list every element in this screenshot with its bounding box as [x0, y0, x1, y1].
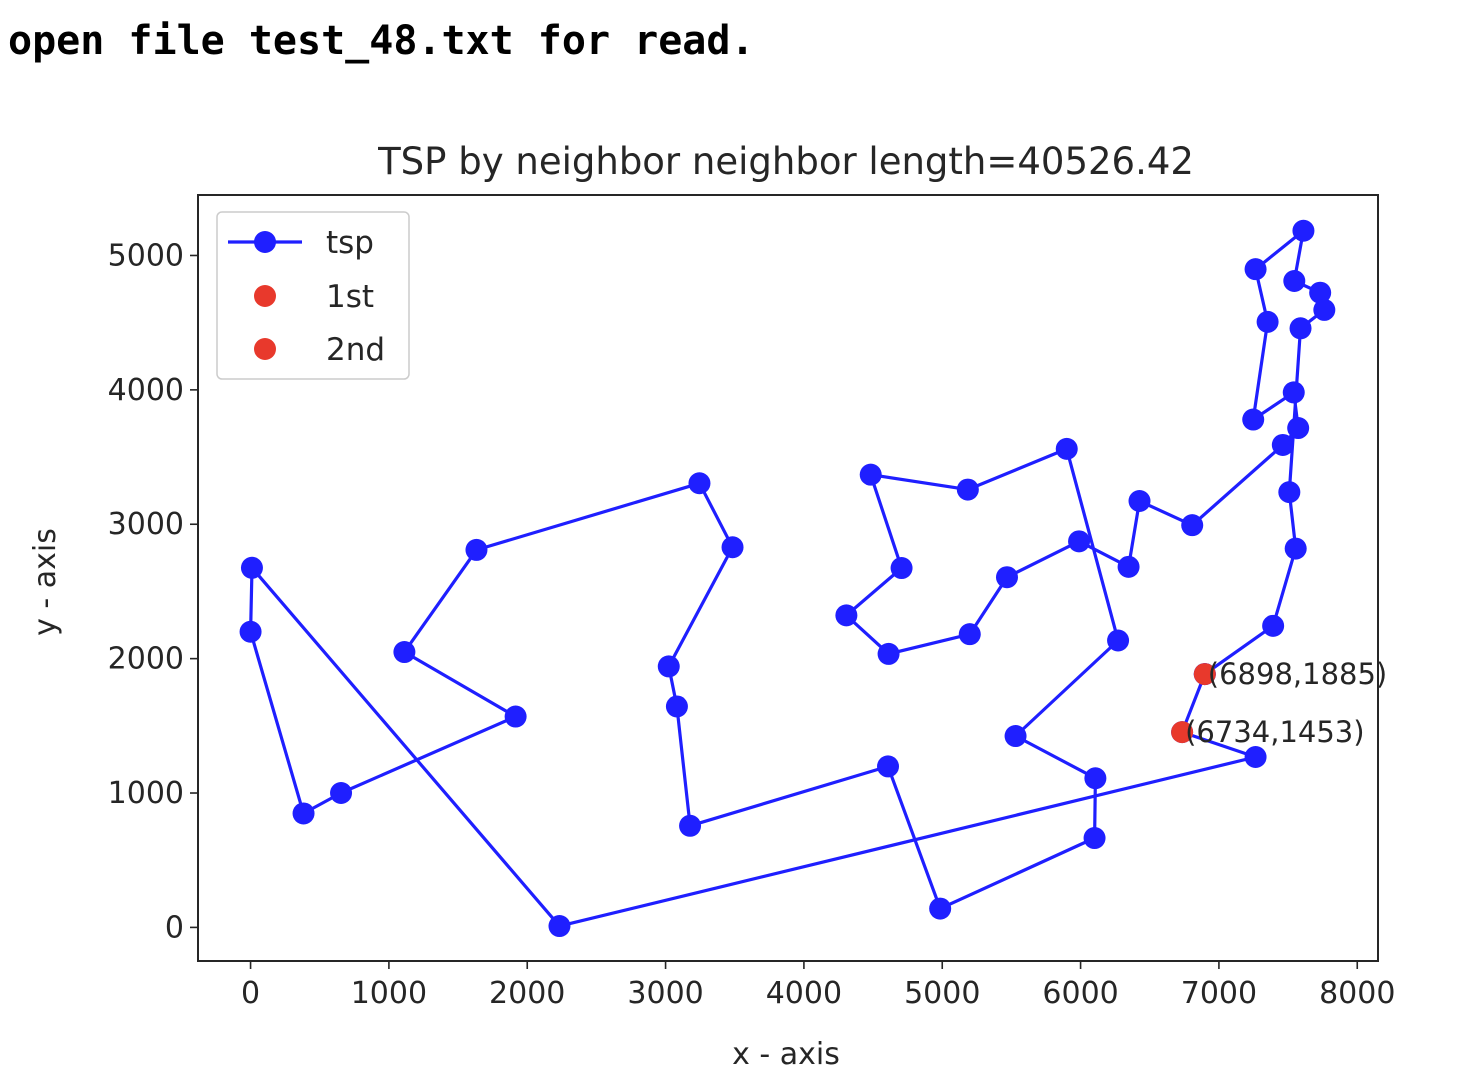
tsp-point — [1004, 725, 1027, 748]
tsp-point — [1244, 258, 1267, 281]
tsp-point — [835, 604, 858, 627]
tsp-point — [1055, 437, 1078, 460]
y-tick-label: 5000 — [108, 238, 184, 273]
tsp-point — [1282, 381, 1305, 404]
tsp-point — [1313, 298, 1336, 321]
y-axis-label: y - axis — [28, 528, 63, 636]
tsp-point — [1107, 629, 1130, 652]
tsp-point — [1289, 317, 1312, 340]
point-annotations: (6898,1885) (6734,1453) — [1185, 657, 1387, 749]
point-annotation: (6734,1453) — [1185, 715, 1364, 749]
x-tick-label: 7000 — [1181, 976, 1257, 1011]
tsp-point — [1284, 537, 1307, 560]
legend-label-1st: 1st — [326, 279, 374, 315]
legend-marker-2nd — [254, 338, 276, 360]
tsp-point — [240, 556, 263, 579]
chart-legend: tsp 1st 2nd — [216, 211, 410, 380]
chart-title: TSP by neighbor neighbor length=40526.42 — [377, 140, 1194, 183]
legend-marker-tsp — [254, 231, 276, 253]
tsp-point — [929, 897, 952, 920]
x-tick-label: 8000 — [1319, 976, 1395, 1011]
tsp-point — [1083, 827, 1106, 850]
tsp-point — [956, 478, 979, 501]
tsp-point — [877, 642, 900, 665]
tsp-point — [877, 755, 900, 778]
console-output-line: open file test_48.txt for read. — [8, 18, 755, 64]
tsp-point — [721, 536, 744, 559]
tsp-point — [1287, 417, 1310, 440]
tsp-point — [859, 463, 882, 486]
point-annotation: (6898,1885) — [1208, 657, 1387, 691]
tsp-point — [657, 655, 680, 678]
tsp-point — [1262, 614, 1285, 637]
tsp-point — [1084, 767, 1107, 790]
x-axis-label: x - axis — [732, 1037, 840, 1072]
tsp-point — [1292, 219, 1315, 242]
tsp-point — [239, 620, 262, 643]
tsp-point — [1242, 408, 1265, 431]
y-tick-label: 2000 — [108, 642, 184, 677]
tsp-point — [330, 782, 353, 805]
tsp-point — [393, 641, 416, 664]
tsp-point — [1283, 270, 1306, 293]
tsp-point — [1244, 746, 1267, 769]
tsp-point — [1068, 530, 1091, 553]
legend-label-tsp: tsp — [326, 225, 374, 261]
tsp-point — [688, 472, 711, 495]
highlight-points — [1171, 663, 1216, 744]
tsp-point — [465, 538, 488, 561]
highlight-point-2nd — [1171, 721, 1194, 744]
tsp-point — [1256, 310, 1279, 333]
tsp-point — [890, 557, 913, 580]
y-tick-label: 4000 — [108, 373, 184, 408]
tsp-point — [679, 814, 702, 837]
x-tick-label: 5000 — [904, 976, 980, 1011]
y-tick-label: 0 — [165, 910, 184, 945]
x-tick-label: 4000 — [766, 976, 842, 1011]
x-tick-label: 6000 — [1042, 976, 1118, 1011]
legend-label-2nd: 2nd — [326, 332, 385, 368]
tsp-point — [1128, 489, 1151, 512]
tsp-point — [1271, 433, 1294, 456]
tsp-point — [958, 623, 981, 646]
x-tick-label: 3000 — [627, 976, 703, 1011]
tsp-point — [1309, 281, 1332, 304]
axis-ticks: 0 1000 2000 3000 4000 5000 6000 7000 8000 0 1000 20… — [108, 238, 1396, 1011]
legend-box — [216, 211, 410, 380]
y-tick-label: 1000 — [108, 776, 184, 811]
tsp-point — [1181, 514, 1204, 537]
tsp-point — [548, 915, 571, 938]
x-tick-label: 2000 — [489, 976, 565, 1011]
highlight-point-1st — [1193, 663, 1216, 686]
tsp-point — [665, 695, 688, 718]
tsp-point — [995, 566, 1018, 589]
tsp-point — [504, 705, 527, 728]
tsp-point — [292, 802, 315, 825]
x-tick-label: 0 — [241, 976, 260, 1011]
plot-frame — [197, 194, 1379, 962]
tsp-point — [1117, 555, 1140, 578]
y-tick-label: 3000 — [108, 507, 184, 542]
tsp-point — [1278, 481, 1301, 504]
legend-marker-1st — [254, 285, 276, 307]
x-tick-label: 1000 — [351, 976, 427, 1011]
tsp-route-line — [249, 229, 1326, 928]
